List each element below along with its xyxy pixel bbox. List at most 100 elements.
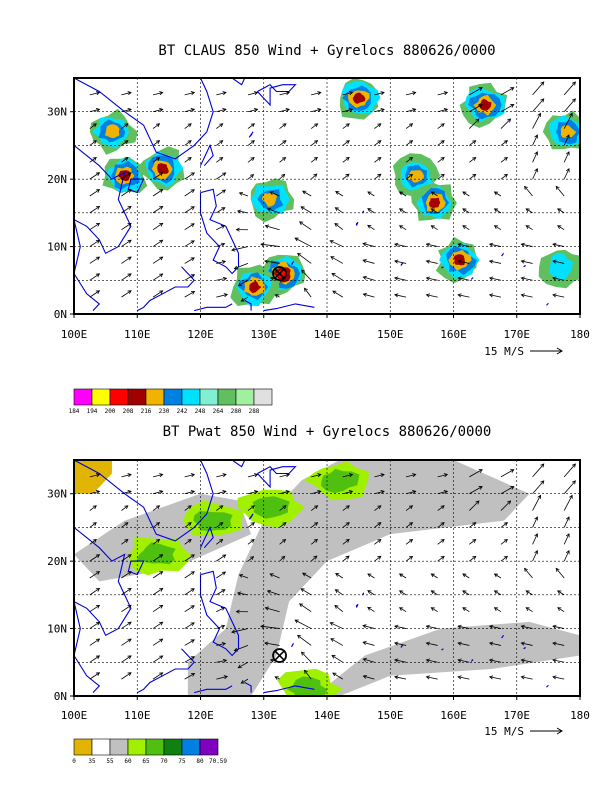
wind-vector-head xyxy=(240,297,245,302)
wind-vector-head xyxy=(472,156,477,161)
wind-vector xyxy=(399,208,407,214)
wind-vector xyxy=(431,225,438,231)
wind-vector xyxy=(437,174,445,180)
wind-vector-head xyxy=(95,655,101,660)
wind-vector-head xyxy=(92,123,97,128)
wind-vector-head xyxy=(250,505,255,510)
wind-vector-head xyxy=(240,679,245,684)
wind-vector-head xyxy=(190,108,196,112)
wind-vector xyxy=(394,676,407,680)
x-tick-label: 130E xyxy=(251,709,278,722)
wind-vector-head xyxy=(329,622,334,626)
wind-vector-head xyxy=(221,624,226,629)
wind-vector xyxy=(557,225,565,231)
wind-vector xyxy=(247,92,258,96)
wind-vector xyxy=(335,207,344,214)
wind-vector-head xyxy=(380,91,385,96)
wind-vector xyxy=(563,134,570,146)
wind-vector xyxy=(237,210,249,214)
wind-vector-head xyxy=(571,480,576,485)
coastline-17 xyxy=(400,644,404,648)
wind-vector-head xyxy=(127,655,132,660)
wind-vector-head xyxy=(92,505,97,510)
wind-vector xyxy=(399,225,407,231)
colorbar-swatch xyxy=(127,738,147,756)
wind-vector-head xyxy=(332,672,337,677)
wind-vector xyxy=(294,619,312,629)
wind-vector-head xyxy=(540,98,545,103)
colorbar-tick-label: 208 xyxy=(123,408,134,415)
wind-vector-head xyxy=(190,223,195,227)
wind-vector xyxy=(152,605,163,613)
wind-vector xyxy=(310,140,318,146)
wind-vector-head xyxy=(238,191,244,196)
wind-vector xyxy=(184,474,195,478)
wind-vector-head xyxy=(300,588,305,593)
wind-vector xyxy=(342,522,350,528)
wind-vector-head xyxy=(377,522,382,526)
wind-vector xyxy=(216,643,226,646)
wind-vector xyxy=(152,123,160,129)
wind-vector xyxy=(331,655,344,663)
chart-title: BT Pwat 850 Wind + Gyrelocs 880626/0000 xyxy=(163,424,492,440)
x-tick-label: 160E xyxy=(440,328,467,341)
wind-vector-head xyxy=(520,259,525,264)
wind-vector xyxy=(374,522,382,528)
wind-vector xyxy=(363,658,375,663)
wind-vector-head xyxy=(250,123,255,128)
coastline-9 xyxy=(263,303,315,312)
wind-vector xyxy=(247,474,258,478)
wind-vector xyxy=(552,243,565,247)
wind-vector-head xyxy=(95,91,101,96)
wind-vector xyxy=(500,556,508,562)
wind-vector-head xyxy=(557,590,562,595)
chart-panel-1: BT CLAUS 850 Wind + Gyrelocs 880626/0000… xyxy=(47,43,590,415)
wind-vector-head xyxy=(187,505,192,510)
wind-vector xyxy=(184,639,195,646)
wind-vector xyxy=(532,463,545,478)
wind-vector-head xyxy=(367,573,372,578)
wind-vector xyxy=(152,638,163,646)
coastline-12 xyxy=(231,460,246,468)
wind-vector-head xyxy=(430,225,435,229)
wind-vector-head xyxy=(127,91,132,96)
coastline-15 xyxy=(361,592,365,596)
wind-vector xyxy=(394,277,407,281)
wind-vector-head xyxy=(231,629,236,634)
wind-vector xyxy=(462,225,470,231)
wind-vector-head xyxy=(127,256,132,261)
wind-vector xyxy=(310,505,318,511)
wind-vector-head xyxy=(462,607,467,611)
wind-vector-head xyxy=(282,156,287,161)
wind-vector-head xyxy=(335,191,340,195)
colorbar-tick-label: 264 xyxy=(213,408,224,415)
wind-vector xyxy=(121,108,132,113)
wind-vector-head xyxy=(362,292,367,297)
wind-vector-head xyxy=(398,573,404,578)
wind-vector xyxy=(238,661,249,669)
wind-vector xyxy=(184,505,192,511)
wind-vector xyxy=(121,140,129,146)
wind-vector-head xyxy=(159,473,164,478)
wind-vector xyxy=(469,539,476,545)
wind-vector-head xyxy=(394,675,399,680)
wind-vector xyxy=(184,605,195,613)
wind-vector xyxy=(184,522,192,528)
wind-vector-head xyxy=(219,157,224,161)
wind-vector-head xyxy=(488,242,494,247)
wind-vector xyxy=(121,273,132,281)
wind-vector-head xyxy=(220,225,226,229)
wind-vector-head xyxy=(493,607,499,611)
colorbar-swatch xyxy=(73,738,93,756)
wind-vector xyxy=(184,123,192,129)
wind-vector-head xyxy=(398,590,404,595)
wind-vector xyxy=(500,539,508,545)
wind-vector-head xyxy=(233,647,238,652)
wind-vector-head xyxy=(266,589,272,594)
wind-vector xyxy=(494,225,502,231)
wind-vector xyxy=(394,642,407,646)
wind-vector xyxy=(552,294,565,298)
wind-vector xyxy=(216,261,226,264)
colorbar-tick-label: 216 xyxy=(141,408,152,415)
wind-vector-head xyxy=(190,257,195,262)
